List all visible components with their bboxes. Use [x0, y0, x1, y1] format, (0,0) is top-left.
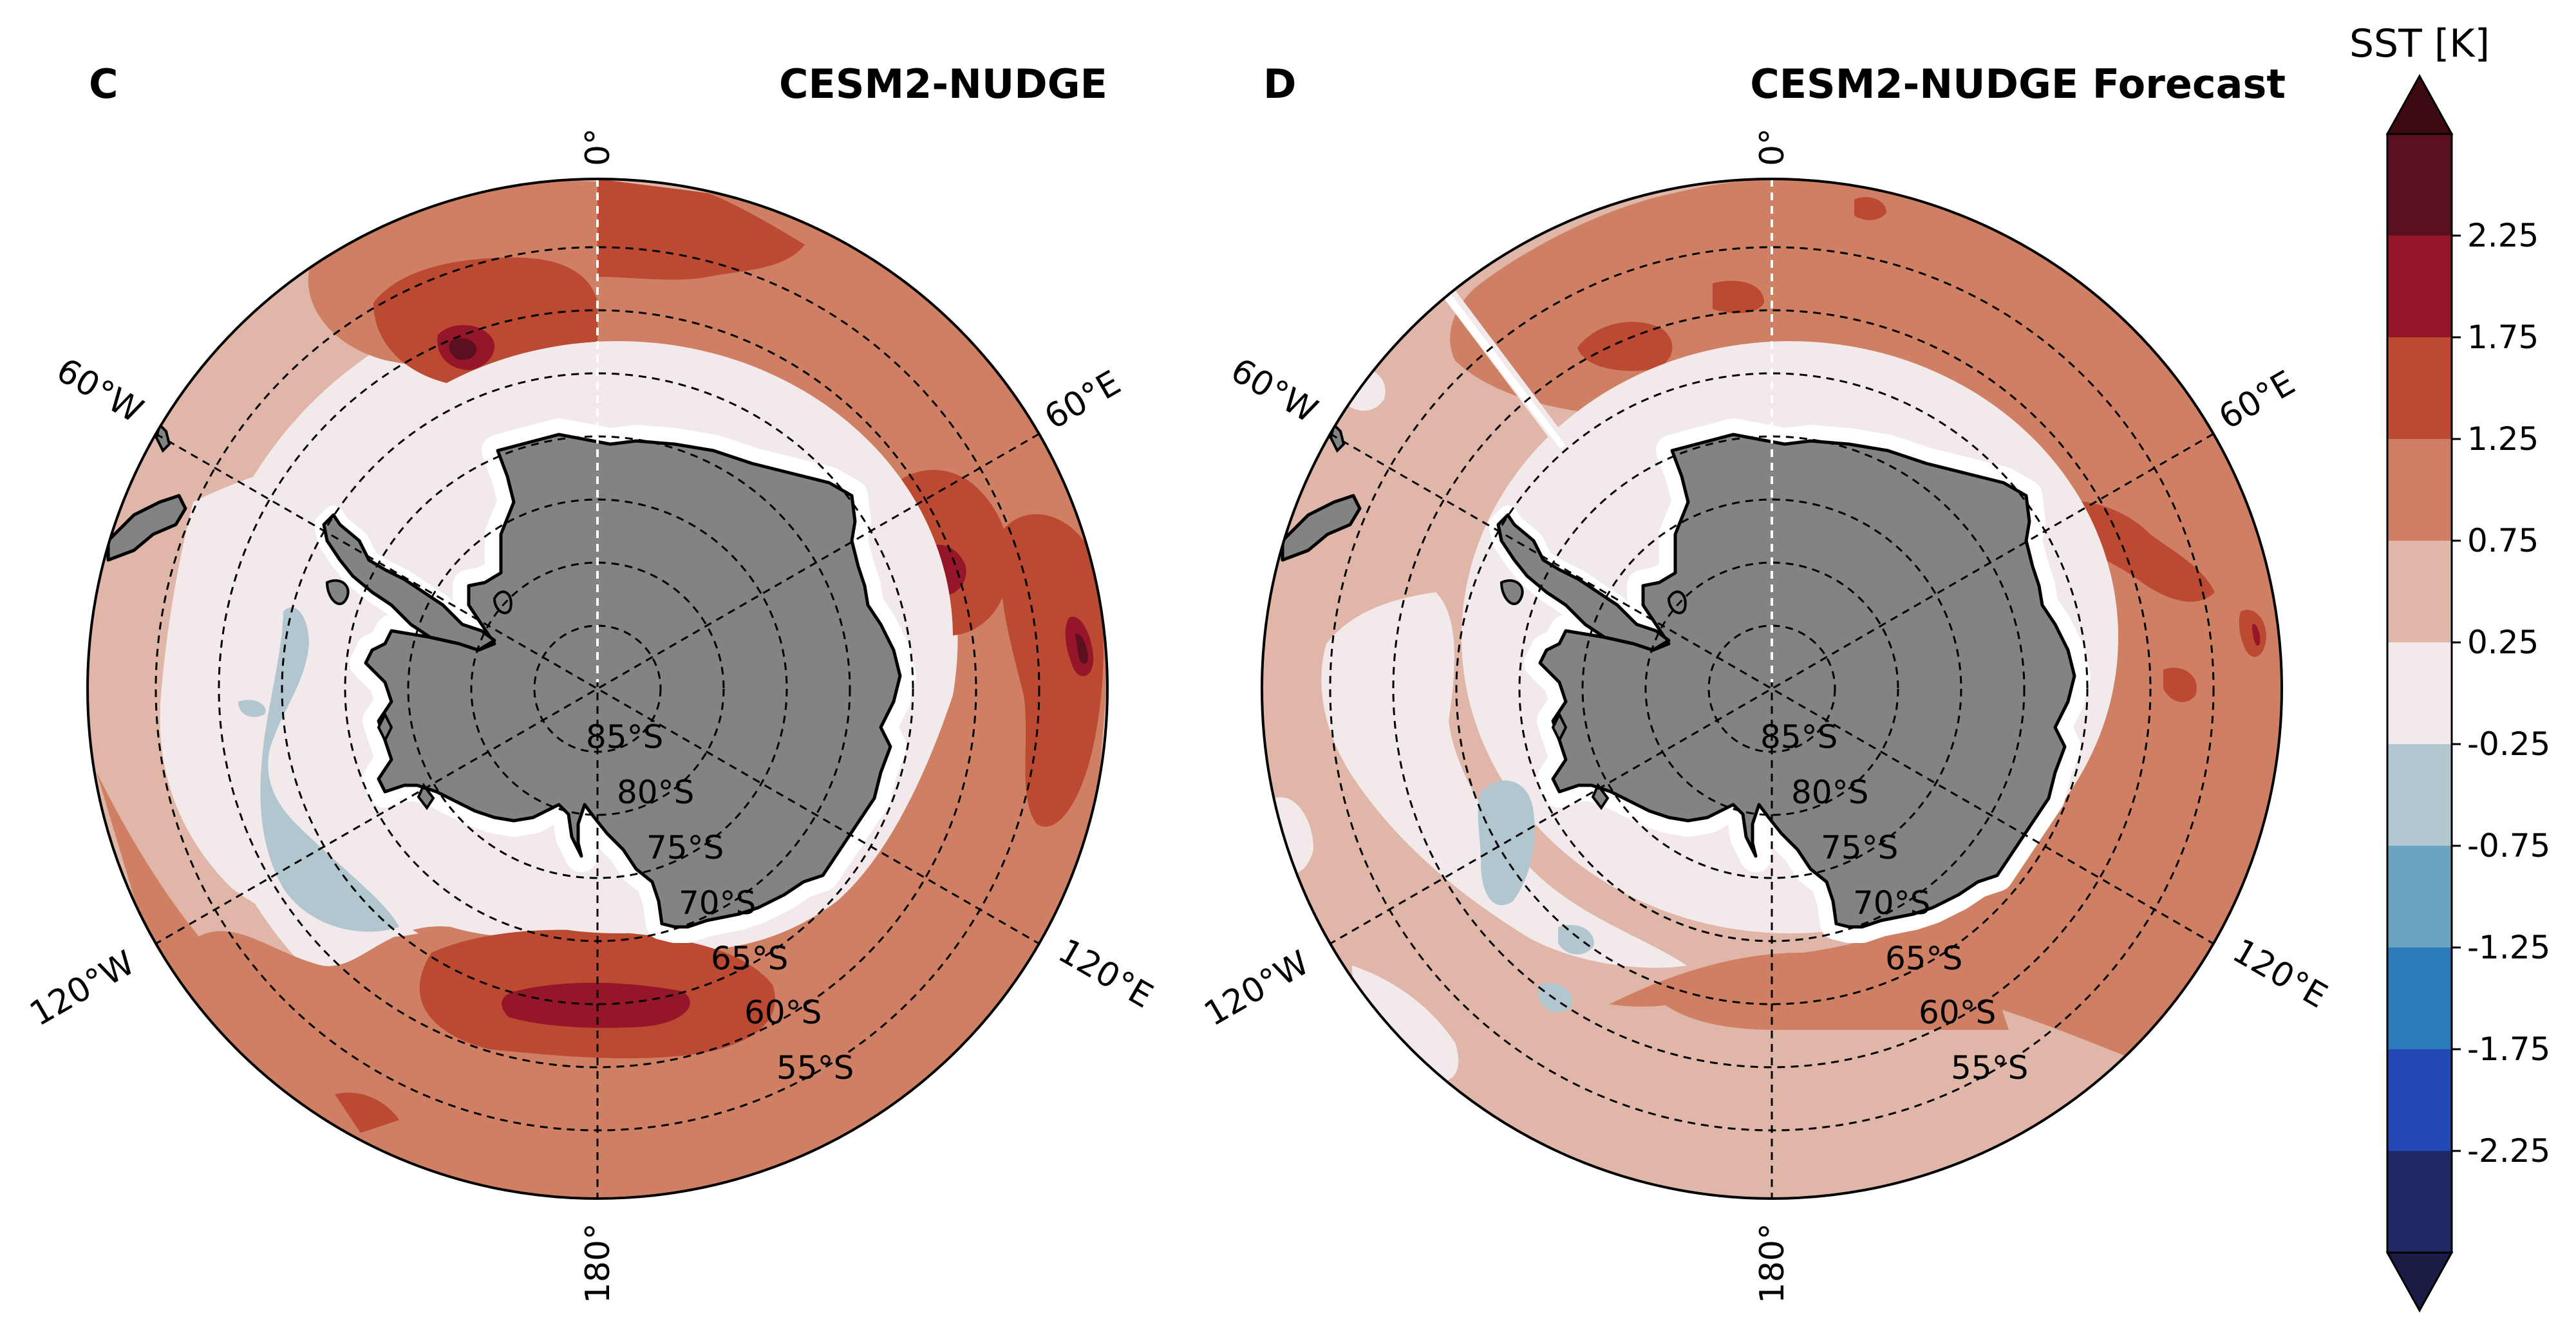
lat-label-75s: 75°S	[1821, 829, 1898, 866]
panel-title: CESM2-NUDGE Forecast	[1750, 61, 2286, 107]
colorbar-segment	[2387, 134, 2452, 236]
lat-label-60s: 60°S	[744, 994, 822, 1031]
lon-label-0: 0°	[1753, 128, 1792, 166]
colorbar-outline	[2386, 133, 2453, 1254]
colorbar-tick-label: -1.75	[2467, 1031, 2550, 1068]
colorbar-tick-label: 0.25	[2467, 624, 2539, 661]
lon-label-180: 180°	[579, 1223, 617, 1303]
lon-label-120e: 120°E	[1052, 931, 1160, 1016]
panel-letter: D	[1263, 61, 1296, 107]
lon-label-120w: 120°W	[1198, 944, 1316, 1034]
lon-label-180: 180°	[1753, 1223, 1792, 1303]
colorbar-extend-top	[2385, 73, 2454, 135]
lat-label-80s: 80°S	[617, 774, 694, 811]
colorbar-segment	[2387, 948, 2452, 1049]
lon-label-60e: 60°E	[2213, 364, 2302, 437]
lat-label-85s: 85°S	[586, 718, 663, 756]
colorbar-segment	[2387, 846, 2452, 948]
colorbar-segment	[2387, 541, 2452, 642]
colorbar-segment	[2387, 236, 2452, 337]
colorbar-tick-label: 1.75	[2467, 319, 2539, 356]
lon-label-120w: 120°W	[24, 944, 142, 1034]
lat-label-60s: 60°S	[1919, 994, 1996, 1031]
panel-d-map: D CESM2-NUDGE Forecast 0° 180° 60°W 60°E…	[1198, 61, 2334, 1303]
lon-label-60e: 60°E	[1039, 364, 1127, 437]
lat-label-80s: 80°S	[1791, 774, 1868, 811]
lat-label-85s: 85°S	[1760, 718, 1838, 756]
panel-title: CESM2-NUDGE	[779, 61, 1107, 107]
colorbar-segments	[2385, 73, 2454, 1313]
colorbar-segment	[2387, 337, 2452, 439]
colorbar-segment	[2387, 642, 2452, 744]
colorbar-ticks: 2.25 1.75 1.25 0.75 0.25 -0.25 -0.75 -1.25 -1.75…	[2452, 217, 2550, 1170]
lon-label-60w: 60°W	[1225, 351, 1324, 431]
lon-label-0: 0°	[579, 128, 617, 166]
lat-label-75s: 75°S	[646, 829, 724, 866]
colorbar-segment	[2387, 744, 2452, 846]
colorbar-segment	[2387, 439, 2452, 541]
colorbar-label: SST [K]	[2349, 21, 2490, 66]
colorbar-segment	[2387, 1151, 2452, 1253]
colorbar-tick-label: -2.25	[2467, 1132, 2550, 1170]
lat-label-65s: 65°S	[1885, 940, 1962, 977]
colorbar-tick-label: -0.75	[2467, 827, 2550, 864]
colorbar-tick-label: -0.25	[2467, 725, 2550, 763]
panel-letter: C	[89, 61, 118, 107]
colorbar-tick-label: 0.75	[2467, 522, 2539, 559]
lat-label-70s: 70°S	[679, 884, 756, 922]
colorbar-extend-bottom	[2385, 1251, 2454, 1313]
lon-label-60w: 60°W	[50, 351, 149, 431]
lat-label-55s: 55°S	[1951, 1049, 2028, 1087]
lon-label-120e: 120°E	[2226, 931, 2334, 1016]
panel-c-map: C CESM2-NUDGE 0° 180° 60°W 60°E 120°W 12…	[24, 61, 1160, 1303]
colorbar-tick-label: -1.25	[2467, 929, 2550, 966]
lat-label-70s: 70°S	[1853, 884, 1930, 922]
lat-label-55s: 55°S	[776, 1049, 854, 1087]
colorbar: SST [K] 2.25 1.75 1.25 0.75 0.25 -0.25 -0.75 -1…	[2349, 21, 2550, 1313]
colorbar-tick-label: 2.25	[2467, 217, 2539, 254]
lat-label-65s: 65°S	[711, 940, 788, 977]
colorbar-tick-label: 1.25	[2467, 420, 2539, 458]
colorbar-segment	[2387, 1049, 2452, 1151]
